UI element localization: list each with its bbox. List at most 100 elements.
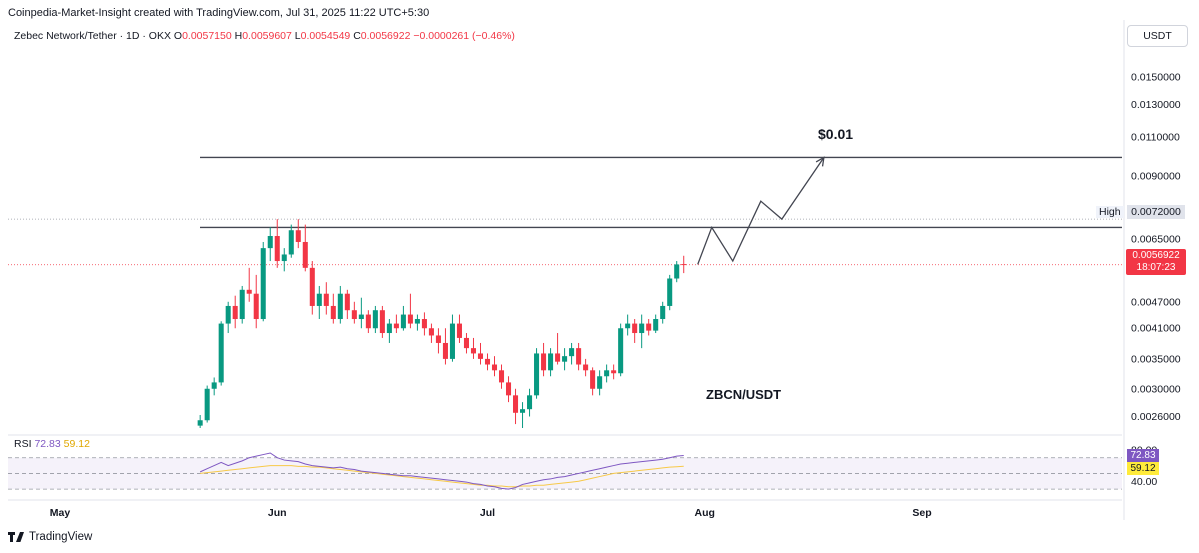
candle-body [625, 323, 631, 329]
rsi-value-tag: 72.83 [1127, 449, 1159, 462]
rsi-legend[interactable]: RSI 72.83 59.12 [14, 438, 90, 450]
symbol-name[interactable]: Zebec Network/Tether · 1D · OKX [14, 30, 171, 42]
candle-body [674, 264, 680, 279]
candle-body [379, 310, 385, 334]
candle-body [197, 420, 203, 426]
x-tick-label: Jun [268, 507, 287, 519]
candle-body [232, 305, 238, 320]
rsi-lines [199, 452, 684, 490]
candle-body [309, 267, 315, 306]
candle-body [428, 328, 434, 336]
x-tick-label: Sep [912, 507, 931, 519]
candle-body [498, 370, 505, 383]
candle-body [316, 293, 322, 306]
candle-body [435, 335, 441, 343]
y-tick-label: 0.0041000 [1131, 323, 1181, 335]
candle-body [505, 382, 512, 396]
change-value: −0.0000261 (−0.46%) [413, 30, 515, 42]
candle-body [274, 236, 280, 262]
candle-body [477, 353, 484, 359]
y-tick-label: 0.0110000 [1131, 132, 1180, 144]
close-value: 0.0056922 [360, 30, 411, 42]
rsi-ma-tag: 59.12 [1127, 462, 1159, 475]
brand-name: TradingView [29, 531, 93, 543]
candle-body [463, 337, 469, 349]
candle-body [534, 353, 540, 396]
rsi-ma-value: 59.12 [63, 438, 90, 450]
rsi-name: RSI [14, 438, 32, 450]
candle-body [246, 289, 252, 294]
candle-body [344, 293, 350, 311]
rsi-band [8, 457, 1122, 490]
rsi-value: 72.83 [34, 438, 61, 450]
x-tick-label: Jul [480, 507, 495, 519]
candle-body [295, 230, 301, 242]
candle-body [323, 293, 329, 306]
candle-body [358, 314, 364, 320]
low-value: 0.0054549 [300, 30, 351, 42]
target-annotation: $0.01 [818, 126, 854, 142]
candle-body [337, 293, 343, 320]
y-tick-label: 0.0035000 [1131, 353, 1181, 365]
candle-body [653, 319, 659, 331]
candle-body [365, 314, 371, 329]
candle-body [484, 358, 491, 365]
y-tick-label: 0.0047000 [1131, 296, 1181, 308]
candle-body [667, 278, 673, 306]
candle-body [639, 323, 645, 334]
projection-path [697, 156, 825, 265]
x-axis: May Jun Jul Aug Sep [50, 507, 932, 519]
candle-body [204, 388, 210, 421]
high-marker-label: High [1096, 206, 1124, 218]
chart-credit: Coinpedia-Market-Insight created with Tr… [8, 7, 430, 19]
candle-body [562, 356, 568, 362]
y-tick-label: 0.0130000 [1131, 99, 1181, 111]
tradingview-brand[interactable]: TradingView [8, 531, 92, 543]
candle-body [590, 370, 596, 389]
rsi-line [199, 452, 684, 490]
candle-body [260, 248, 266, 320]
candle-body [414, 319, 420, 324]
horizontal-levels [200, 156, 1122, 229]
candle-body [456, 323, 462, 338]
candle-body [253, 293, 259, 320]
candles [197, 219, 687, 428]
candle-body [302, 241, 308, 268]
candle-body [407, 314, 413, 324]
candle-body [632, 323, 638, 334]
rsi-tick-label: 40.00 [1131, 476, 1157, 488]
candle-body [660, 305, 666, 320]
x-tick-label: May [50, 507, 71, 519]
candle-body [225, 305, 231, 324]
y-tick-label: 0.0026000 [1131, 411, 1181, 423]
y-tick-label: 0.0090000 [1131, 170, 1181, 182]
symbol-legend: Zebec Network/Tether · 1D · OKX O0.00571… [14, 30, 515, 42]
candle-body [541, 353, 547, 371]
candle-body [555, 353, 561, 362]
currency-unit-button[interactable]: USDT [1127, 25, 1188, 47]
candle-body [288, 230, 294, 255]
y-tick-label: 0.0065000 [1131, 233, 1181, 245]
tradingview-logo-icon [8, 532, 24, 542]
y-tick-label: 0.0030000 [1131, 383, 1181, 395]
candle-body [646, 323, 652, 331]
candle-body [618, 328, 624, 374]
candle-body [611, 370, 617, 374]
grid-lines [8, 20, 1125, 520]
candle-body [281, 254, 287, 262]
candle-body [400, 314, 406, 329]
candle-body [548, 353, 554, 371]
candle-body [421, 319, 427, 329]
candle-body [449, 323, 455, 359]
candle-body [330, 305, 336, 320]
candle-body [520, 409, 526, 413]
candle-body [576, 348, 582, 365]
projection-line [697, 157, 825, 265]
candle-body [491, 364, 498, 371]
candle-body [393, 323, 399, 329]
last-price: 0.0056922 [1132, 250, 1180, 261]
high-value: 0.0059607 [242, 30, 292, 42]
y-tick-label: 0.0150000 [1131, 71, 1181, 83]
open-value: 0.0057150 [182, 30, 232, 42]
